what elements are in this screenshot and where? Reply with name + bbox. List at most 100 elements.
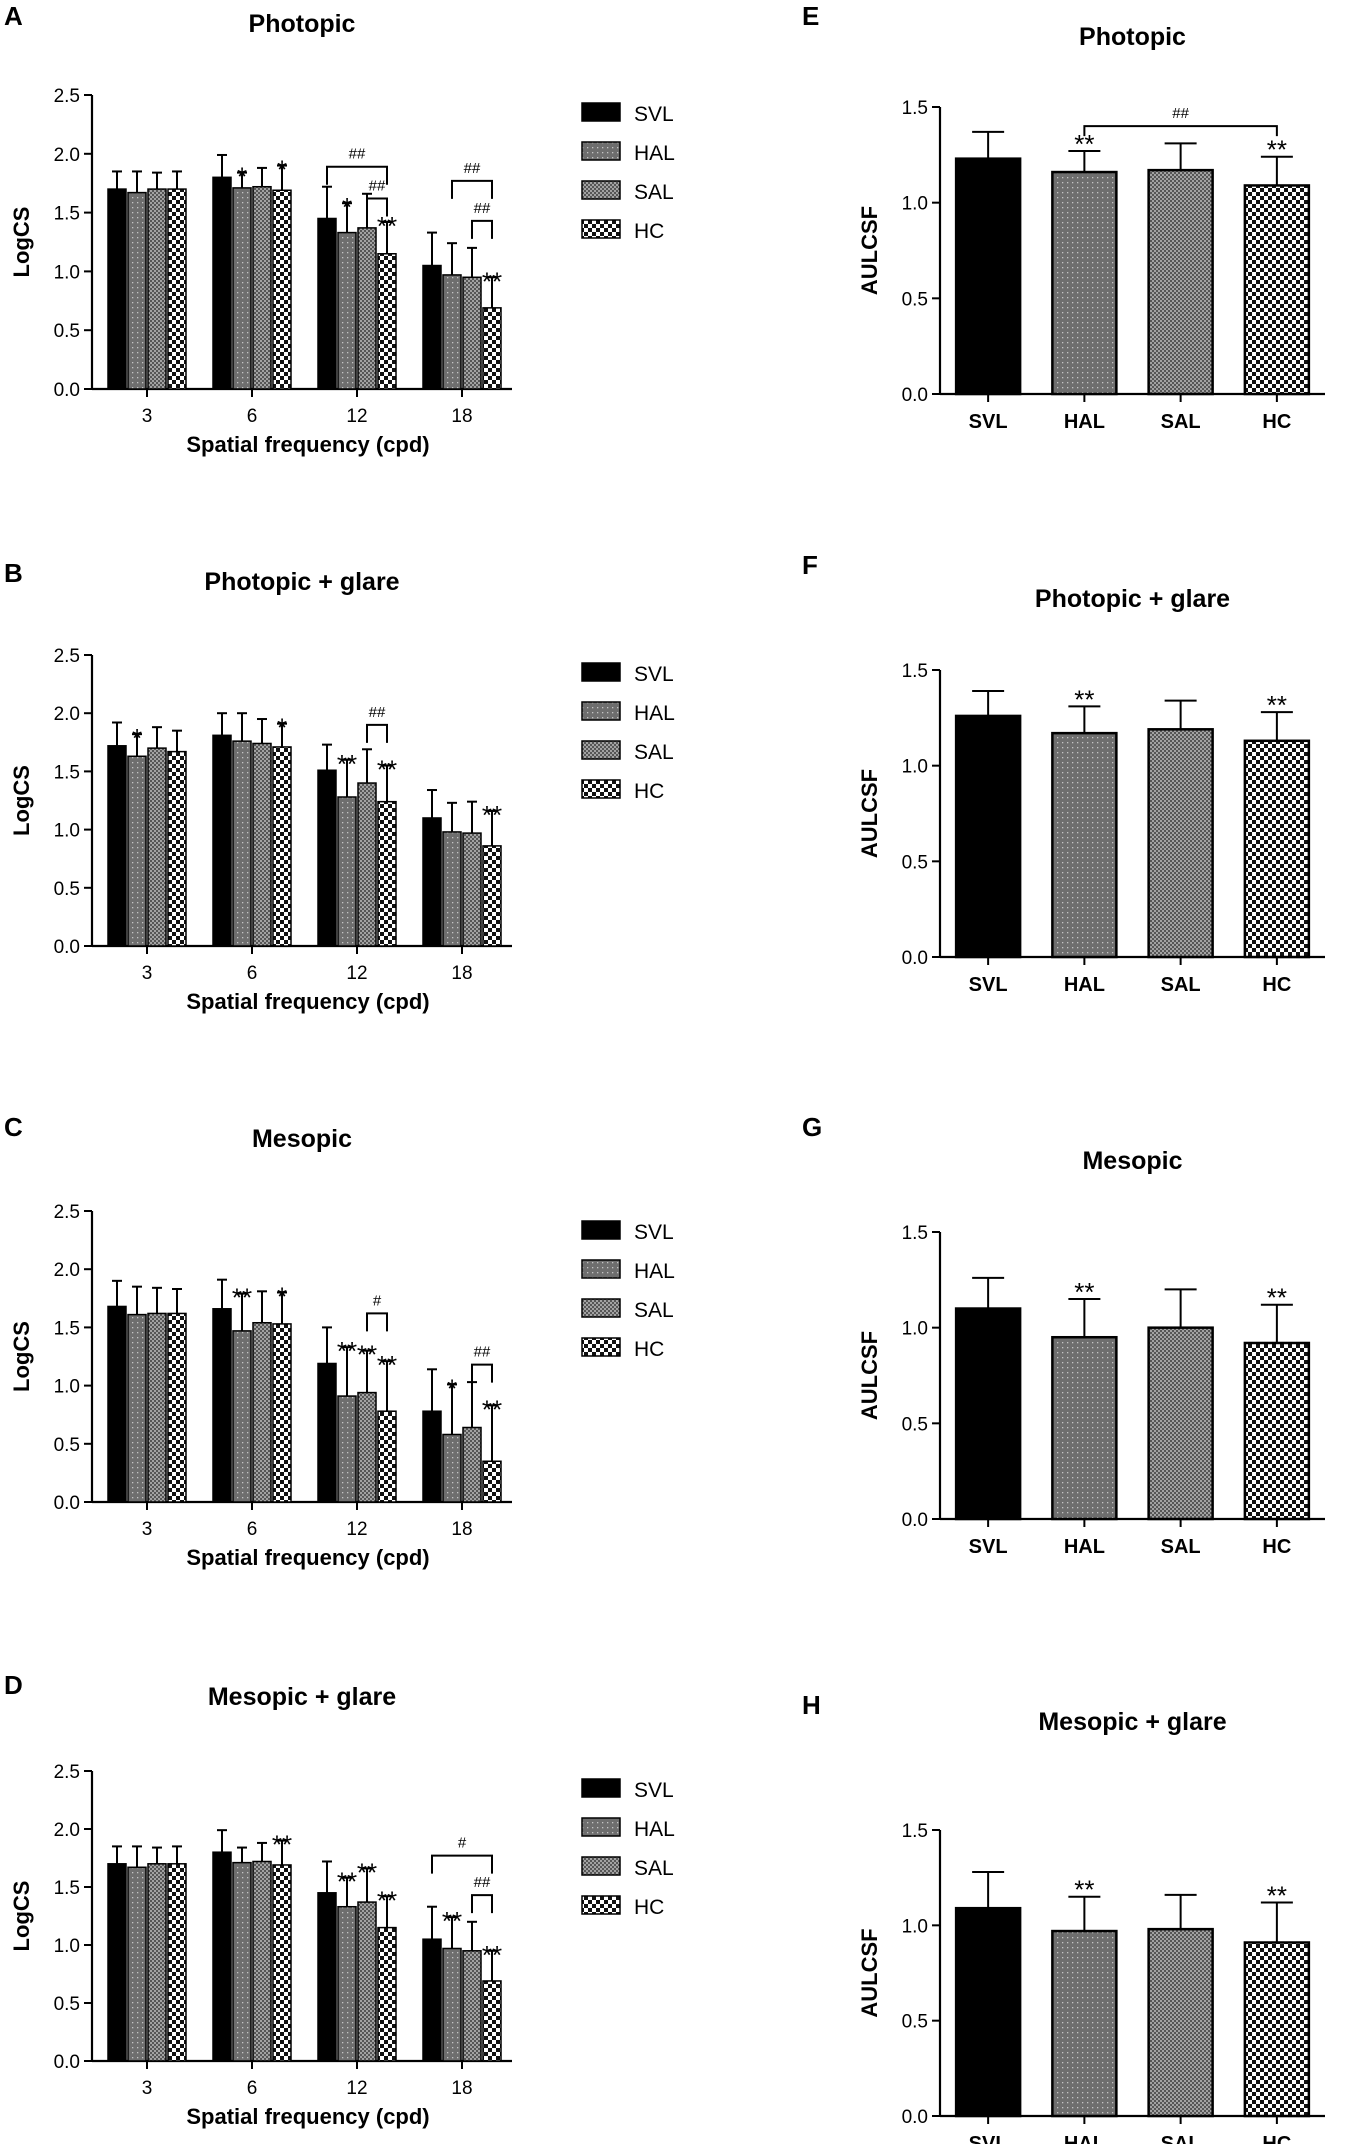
panel-a-significance-label: ## xyxy=(349,146,366,163)
panel-d-xtick-label-3: 3 xyxy=(142,2078,153,2099)
panel-a-xtick-label-6: 6 xyxy=(247,406,258,427)
panel-d-significance-mark: ** xyxy=(377,1885,397,1915)
panel-e-significance-label: ## xyxy=(1172,105,1189,122)
panel-c-letter: C xyxy=(4,1112,23,1142)
legend-label-hc: HC xyxy=(634,1896,664,1919)
panel-b-title: Photopic + glare xyxy=(204,568,399,596)
panel-a-significance-label: ## xyxy=(474,200,491,217)
panel-c-bar-svl-3 xyxy=(107,1305,127,1503)
panel-c-significance-label: # xyxy=(373,1292,382,1309)
panel-a-significance-label: ## xyxy=(369,177,386,194)
panel-g-significance-mark: ** xyxy=(1267,1283,1287,1313)
panel-h-bar-hal xyxy=(1051,1929,1118,2118)
panel-c-title: Mesopic xyxy=(252,1125,352,1153)
panel-c-bar-sal-18 xyxy=(462,1426,482,1503)
panel-a-bar-svl-18 xyxy=(422,264,442,390)
panel-f-xtick-label-hal: HAL xyxy=(1064,974,1105,996)
panel-d-significance-mark: ** xyxy=(272,1830,292,1860)
panel-c-bar-svl-18 xyxy=(422,1410,442,1503)
panel-f-bar-hal xyxy=(1051,731,1118,959)
legend-label-svl: SVL xyxy=(634,1221,674,1244)
legend-swatch-svl xyxy=(581,662,621,682)
legend-label-hal: HAL xyxy=(634,142,675,165)
panel-d-significance-mark: ** xyxy=(357,1857,377,1887)
panel-h-ytick-label: 1.0 xyxy=(902,1916,928,1937)
panel-h-ytick-label: 0.0 xyxy=(902,2107,928,2128)
legend-swatch-hc xyxy=(581,1895,621,1915)
panel-d-ytick-label: 1.5 xyxy=(54,1878,80,1899)
panel-h-bar-hc xyxy=(1243,1941,1311,2118)
legend-swatch-hal xyxy=(581,701,621,721)
legend-swatch-hal xyxy=(581,1259,621,1279)
panel-d-xtick-label-6: 6 xyxy=(247,2078,258,2099)
panel-b-xtick-label-12: 12 xyxy=(346,963,367,984)
legend-swatch-hc xyxy=(581,1337,621,1357)
panel-d-bar-hc-3 xyxy=(167,1863,187,2062)
panel-c-significance-mark: ** xyxy=(232,1283,252,1313)
panel-b-x-axis-label: Spatial frequency (cpd) xyxy=(186,989,429,1014)
panel-c-ytick-label: 0.5 xyxy=(54,1435,80,1456)
panel-d-xtick-label-18: 18 xyxy=(451,2078,472,2099)
panel-f-xtick-label-hc: HC xyxy=(1262,974,1291,996)
legend-label-hal: HAL xyxy=(634,702,675,725)
panel-a-title: Photopic xyxy=(249,10,356,38)
panel-d-bar-sal-3 xyxy=(147,1863,167,2062)
panel-a-bar-hal-18 xyxy=(442,274,462,390)
panel-e-ytick-label: 0.0 xyxy=(902,385,928,406)
panel-b-ytick-label: 1.0 xyxy=(54,821,80,842)
panel-b-ytick-label: 2.0 xyxy=(54,704,80,725)
panel-g-bar-svl xyxy=(954,1307,1022,1521)
panel-a-bar-svl-12 xyxy=(317,217,337,390)
panel-f-ytick-label: 0.0 xyxy=(902,948,928,969)
panel-a-significance-mark: * xyxy=(342,192,352,222)
legend-swatch-sal xyxy=(581,740,621,760)
panel-e-bar-sal xyxy=(1147,168,1214,396)
panel-d-bar-sal-12 xyxy=(357,1901,377,2062)
panel-b-significance-mark: ** xyxy=(337,749,357,779)
panel-c-ytick-label: 0.0 xyxy=(54,1493,80,1514)
panel-d-ytick-label: 0.5 xyxy=(54,1994,80,2015)
legend-swatch-svl xyxy=(581,1220,621,1240)
panel-c-bar-hal-3 xyxy=(127,1313,147,1503)
panel-b-bar-svl-18 xyxy=(422,817,442,947)
panel-d-bar-sal-18 xyxy=(462,1950,482,2062)
panel-d-xtick-label-12: 12 xyxy=(346,2078,367,2099)
panel-d-bar-svl-6 xyxy=(212,1851,232,2062)
panel-h-significance-mark: ** xyxy=(1267,1880,1287,1910)
panel-g-xtick-label-hal: HAL xyxy=(1064,1536,1105,1558)
panel-b-bar-sal-6 xyxy=(252,742,272,947)
panel-d-ytick-label: 2.0 xyxy=(54,1820,80,1841)
legend-swatch-hc xyxy=(581,779,621,799)
panel-e-ytick-label: 1.0 xyxy=(902,194,928,215)
panel-e-bar-hal xyxy=(1051,170,1118,396)
panel-d-significance-mark: ** xyxy=(482,1940,502,1970)
panel-g-y-axis-label: AULCSF xyxy=(857,1331,882,1420)
panel-c-bar-hc-12 xyxy=(377,1410,397,1503)
panel-c-xtick-label-12: 12 xyxy=(346,1519,367,1540)
panel-a-letter: A xyxy=(4,1,23,31)
panel-a-bar-hc-12 xyxy=(377,253,397,390)
panel-b-bar-hal-12 xyxy=(337,796,357,947)
panel-a-bar-sal-18 xyxy=(462,276,482,390)
panel-b-significance-bracket xyxy=(366,723,388,743)
panel-d-bar-hal-6 xyxy=(232,1861,252,2062)
panel-e-bar-svl xyxy=(954,157,1022,396)
panel-g-ytick-label: 0.5 xyxy=(902,1414,928,1435)
panel-d-bar-sal-6 xyxy=(252,1860,272,2062)
panel-e-bar-hc xyxy=(1243,184,1311,396)
panel-a-bar-svl-6 xyxy=(212,176,232,390)
panel-a-ytick-label: 1.0 xyxy=(54,262,80,283)
panel-f: F Photopic + glare 0.0 0.5 1.0 1.5 AULCSF SVL HA… xyxy=(802,550,1325,996)
panel-a-ytick-label: 1.5 xyxy=(54,204,80,225)
panel-c-ytick-label: 2.5 xyxy=(54,1202,80,1223)
legend-swatch-sal xyxy=(581,1298,621,1318)
panel-f-xtick-label-sal: SAL xyxy=(1161,974,1201,996)
panel-h: H Mesopic + glare 0.0 0.5 1.0 1.5 AULCSF SVL HAL… xyxy=(802,1690,1325,2144)
panel-e-significance-bracket xyxy=(1083,125,1278,137)
panel-b-bar-hc-6 xyxy=(272,746,292,947)
panel-b-bar-sal-18 xyxy=(462,832,482,947)
panel-c-xtick-label-18: 18 xyxy=(451,1519,472,1540)
panel-b-xtick-label-3: 3 xyxy=(142,963,153,984)
panel-c-bar-sal-6 xyxy=(252,1321,272,1503)
